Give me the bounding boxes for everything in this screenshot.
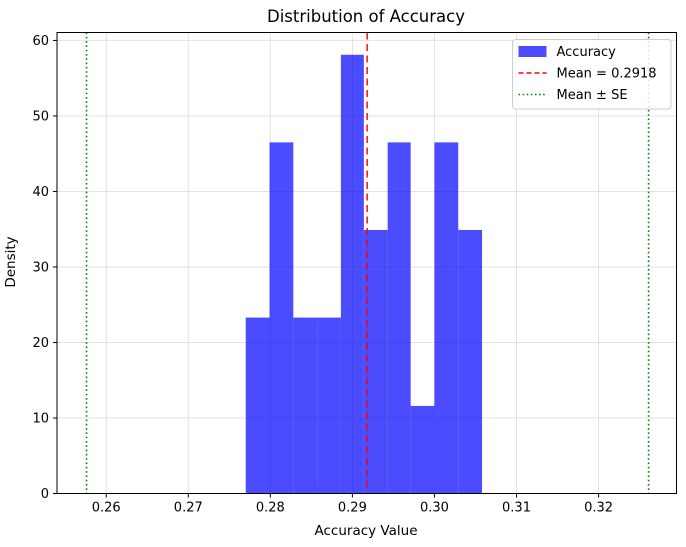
- legend-swatch-patch: [518, 46, 547, 57]
- legend-entry-label: Mean ± SE: [557, 88, 628, 103]
- y-tick-label: 60: [32, 34, 49, 49]
- histogram-bar: [293, 317, 318, 494]
- legend-entry-label: Accuracy: [557, 45, 617, 60]
- axes-spines-and-ticks: 0.26 0.27 0.28 0.29 0.30 0.31 0.32 0 10 20 30 40 50 6…: [32, 32, 677, 516]
- reference-lines: [85, 32, 650, 494]
- x-tick-label: 0.26: [92, 501, 121, 516]
- histogram-bar: [387, 142, 411, 494]
- x-tick-label: 0.29: [338, 501, 367, 516]
- histogram-bars: [245, 54, 483, 494]
- histogram-bar: [245, 317, 270, 494]
- x-tick-label: 0.31: [502, 501, 531, 516]
- y-tick-label: 30: [32, 260, 49, 275]
- legend-entry-label: Mean = 0.2918: [557, 67, 657, 82]
- x-tick-label: 0.27: [174, 501, 203, 516]
- histogram-bar: [317, 317, 341, 494]
- x-tick-label: 0.28: [256, 501, 285, 516]
- y-tick-label: 0: [41, 487, 49, 502]
- y-tick-label: 40: [32, 185, 49, 200]
- histogram-bar: [434, 142, 459, 494]
- legend: Accuracy Mean = 0.2918 Mean ± SE: [512, 39, 672, 110]
- legend-box: [512, 39, 672, 110]
- histogram-bar: [458, 229, 483, 494]
- chart-title: Distribution of Accuracy: [267, 7, 465, 26]
- plot-border: [56, 32, 677, 494]
- y-tick-label: 20: [32, 336, 49, 351]
- y-tick-label: 50: [32, 109, 49, 124]
- x-tick-label: 0.32: [584, 501, 613, 516]
- x-axis-label: Accuracy Value: [315, 523, 418, 539]
- histogram-bar: [340, 54, 364, 494]
- y-axis-label: Density: [3, 236, 19, 287]
- histogram-bar: [410, 405, 435, 494]
- histogram-bar: [269, 142, 294, 494]
- y-tick-label: 10: [32, 411, 49, 426]
- histogram-bar: [363, 229, 388, 494]
- x-tick-label: 0.30: [420, 501, 449, 516]
